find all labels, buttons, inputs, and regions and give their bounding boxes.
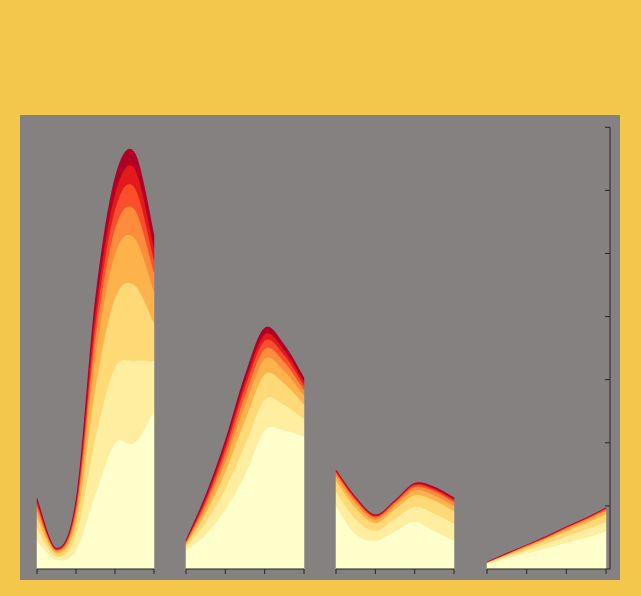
- area-layer: [185, 326, 305, 541]
- area-layer: [335, 469, 455, 516]
- area-layer: [36, 148, 155, 550]
